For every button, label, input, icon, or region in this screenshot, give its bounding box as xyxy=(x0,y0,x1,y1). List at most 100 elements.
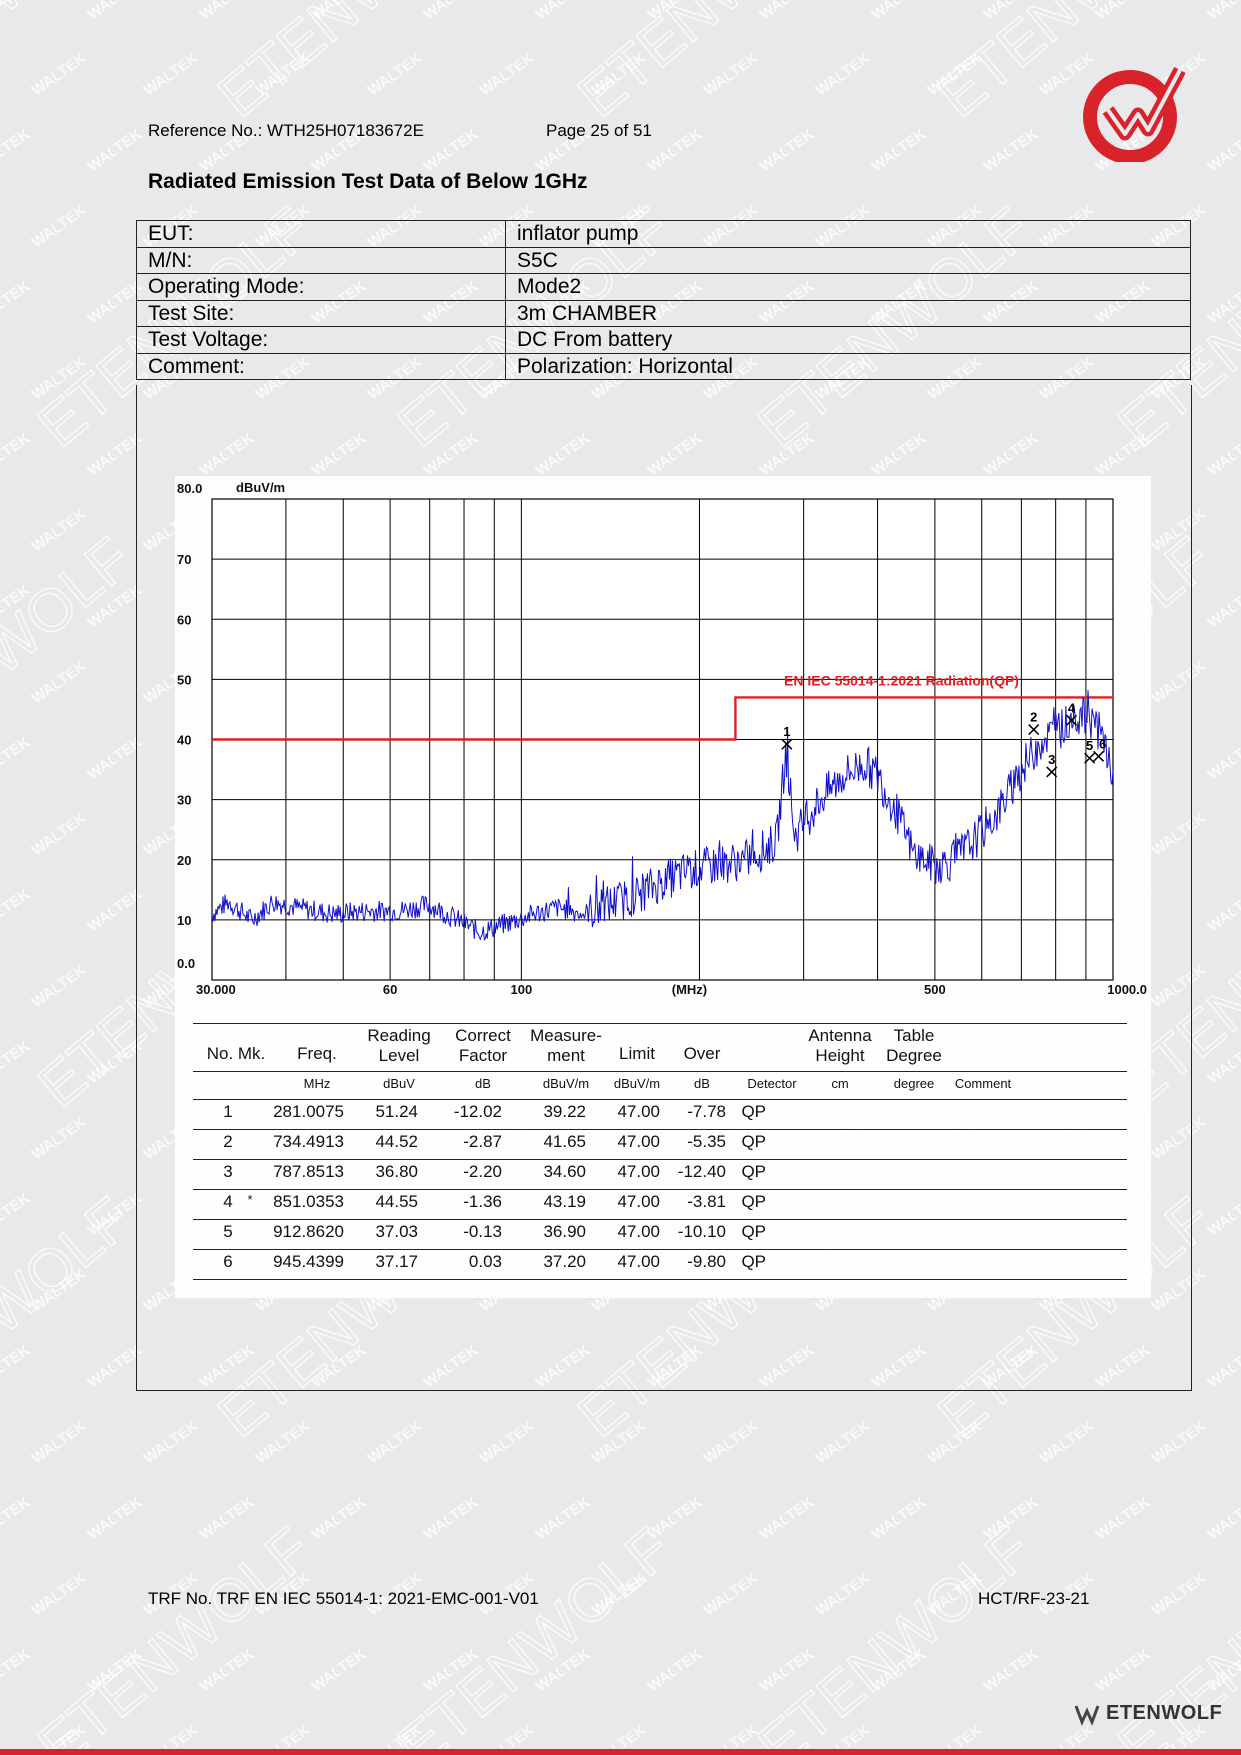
cell-over: -10.10 xyxy=(677,1222,726,1241)
cell-measure: 39.22 xyxy=(543,1102,586,1121)
cell-no: 6 xyxy=(223,1252,233,1271)
column-header: Over xyxy=(672,1044,732,1064)
cell-no: 4 xyxy=(223,1192,233,1211)
cell-freq: 787.8513 xyxy=(273,1162,344,1181)
column-unit: cm xyxy=(831,1076,849,1091)
marker-2: 2 xyxy=(1028,710,1040,736)
cell-detector: QP xyxy=(741,1102,766,1121)
column-header: Correct Factor xyxy=(446,1026,520,1066)
cell-measure: 34.60 xyxy=(543,1162,586,1181)
cell-reading: 44.55 xyxy=(375,1192,418,1211)
info-label: Test Site: xyxy=(136,299,506,327)
etenwolf-logo-icon xyxy=(1074,1705,1100,1726)
x-tick-label: 100 xyxy=(511,982,533,997)
cell-over: -9.80 xyxy=(687,1252,726,1271)
info-row: Test Site: 3m CHAMBER xyxy=(136,299,1191,327)
y-tick-label: 10 xyxy=(177,913,191,928)
brand-name: ETENWOLF xyxy=(1106,1702,1223,1724)
cell-measure: 43.19 xyxy=(543,1192,586,1211)
cell-limit: 47.00 xyxy=(617,1222,660,1241)
cell-no: 2 xyxy=(223,1132,233,1151)
marker-6: 6 xyxy=(1093,736,1106,762)
cell-detector: QP xyxy=(741,1222,766,1241)
column-unit: dB xyxy=(475,1076,491,1091)
column-header-line: Reading xyxy=(367,1026,431,1045)
marker-label: 3 xyxy=(1048,752,1055,767)
y-tick-label: 50 xyxy=(177,672,191,687)
column-header: No. Mk. xyxy=(206,1044,266,1064)
marker-label: 1 xyxy=(783,724,790,739)
x-tick-label: 60 xyxy=(383,982,397,997)
marker-3: 3 xyxy=(1046,752,1058,778)
cell-no: 5 xyxy=(223,1222,233,1241)
cell-over: -7.78 xyxy=(687,1102,726,1121)
info-value: Polarization: Horizontal xyxy=(505,352,1191,380)
cell-factor: -2.87 xyxy=(463,1132,502,1151)
table-rule xyxy=(193,1159,1127,1160)
column-header-line: Limit xyxy=(619,1044,655,1063)
chart-frame xyxy=(136,385,1192,1391)
column-header-line: Measure- xyxy=(530,1026,602,1045)
cell-over: -12.40 xyxy=(677,1162,726,1181)
column-unit: dBuV xyxy=(383,1076,415,1091)
column-header-line: No. Mk. xyxy=(206,1044,266,1063)
column-unit: dBuV/m xyxy=(542,1076,590,1091)
cell-detector: QP xyxy=(741,1162,766,1181)
cell-limit: 47.00 xyxy=(617,1132,660,1151)
info-value: S5C xyxy=(505,246,1191,274)
marker-5: 5 xyxy=(1084,738,1096,764)
table-rule xyxy=(193,1249,1127,1250)
cell-limit: 47.00 xyxy=(617,1192,660,1211)
limit-line-label: EN IEC 55014-1:2021 Radiation(QP) xyxy=(784,672,1019,688)
y-tick-label: 80.0 xyxy=(177,481,202,496)
y-tick-label: 70 xyxy=(177,552,191,567)
info-label: EUT: xyxy=(136,220,506,248)
cell-freq: 851.0353 xyxy=(273,1192,344,1211)
column-unit: Comment xyxy=(954,1076,1012,1091)
info-value: Mode2 xyxy=(505,273,1191,301)
table-rule xyxy=(193,1023,1127,1024)
column-header-line: Factor xyxy=(458,1046,508,1065)
cell-factor: -1.36 xyxy=(463,1192,502,1211)
info-value: DC From battery xyxy=(505,326,1191,354)
column-unit: degree xyxy=(893,1076,935,1091)
marker-label: 5 xyxy=(1086,738,1093,753)
column-header-line: Degree xyxy=(886,1046,942,1065)
cell-measure: 41.65 xyxy=(543,1132,586,1151)
reference-number: Reference No.: WTH25H07183672E xyxy=(148,121,424,140)
info-label: Comment: xyxy=(136,352,506,380)
marker-1: 1 xyxy=(781,724,793,750)
cell-limit: 47.00 xyxy=(617,1162,660,1181)
column-header: Table Degree xyxy=(874,1026,954,1066)
cell-over: -3.81 xyxy=(687,1192,726,1211)
column-header-line: Freq. xyxy=(297,1044,337,1063)
y-tick-label: 40 xyxy=(177,733,191,748)
cell-reading: 37.17 xyxy=(375,1252,418,1271)
cell-measure: 37.20 xyxy=(543,1252,586,1271)
column-header: Limit xyxy=(610,1044,664,1064)
column-header-line: Table xyxy=(893,1026,935,1045)
cell-freq: 281.0075 xyxy=(273,1102,344,1121)
column-header: Antenna Height xyxy=(800,1026,880,1066)
y-tick-label: 0.0 xyxy=(177,956,195,971)
marker-4: 4 xyxy=(1066,700,1078,726)
info-value: inflator pump xyxy=(505,220,1191,248)
info-row: EUT: inflator pump xyxy=(136,220,1191,248)
trf-number: TRF No. TRF EN IEC 55014-1: 2021-EMC-001… xyxy=(148,1589,539,1608)
cell-mk: * xyxy=(247,1192,253,1207)
column-header-line: Level xyxy=(378,1046,420,1065)
x-tick-label: 500 xyxy=(924,982,946,997)
table-rule xyxy=(193,1279,1127,1280)
cell-detector: QP xyxy=(741,1132,766,1151)
y-tick-label: 20 xyxy=(177,853,191,868)
marker-label: 2 xyxy=(1030,710,1037,725)
x-tick-label: 30.000 xyxy=(196,982,236,997)
marker-label: 4 xyxy=(1068,700,1076,715)
column-header: Measure-ment xyxy=(526,1026,606,1066)
column-header-line: Correct xyxy=(455,1026,511,1045)
cell-factor: -0.13 xyxy=(463,1222,502,1241)
column-unit: dB xyxy=(694,1076,710,1091)
cell-over: -5.35 xyxy=(687,1132,726,1151)
waltek-logo-icon xyxy=(1083,66,1186,162)
